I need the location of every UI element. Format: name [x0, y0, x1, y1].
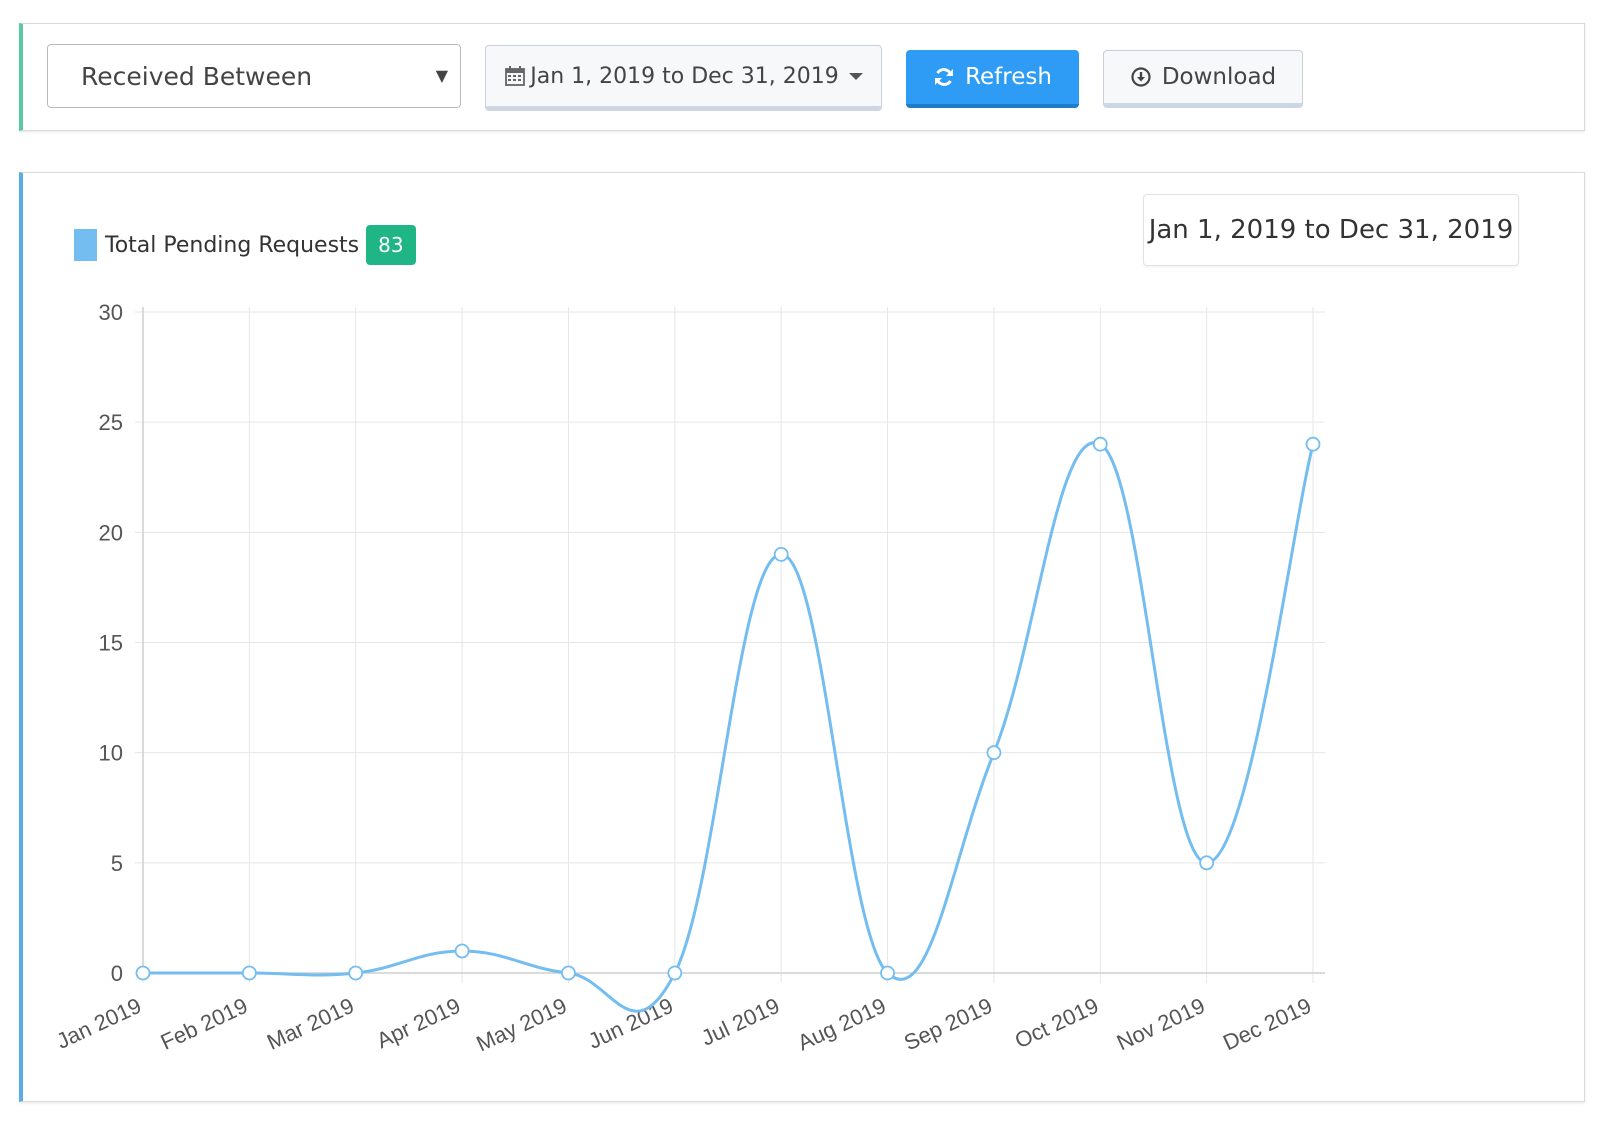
y-tick-label: 10 [99, 741, 123, 766]
data-point [1305, 436, 1321, 452]
select-value: Received Between [81, 61, 313, 91]
chart-panel: Total Pending Requests 83 Jan 1, 2019 to… [19, 172, 1585, 1102]
refresh-button[interactable]: Refresh [906, 50, 1079, 108]
x-tick-label: Sep 2019 [900, 993, 996, 1055]
line-chart: 0 5 10 15 20 25 30 Jan 2019 Feb 2019 Mar 2019 Apr … [52, 300, 1325, 1056]
date-range-picker-button[interactable]: Jan 1, 2019 to Dec 31, 2019 [485, 45, 882, 111]
data-point [1092, 436, 1108, 452]
download-label: Download [1161, 64, 1277, 90]
data-point [241, 965, 257, 981]
data-point [1199, 855, 1215, 871]
date-range-display: Jan 1, 2019 to Dec 31, 2019 [1143, 194, 1519, 266]
x-tick-label: Oct 2019 [1011, 993, 1102, 1053]
x-tick-label: Feb 2019 [157, 993, 252, 1055]
data-point [348, 965, 364, 981]
chart-legend[interactable]: Total Pending Requests 83 [74, 225, 416, 265]
data-point [986, 745, 1002, 761]
caret-down-icon [848, 72, 863, 80]
y-tick-label: 25 [99, 410, 123, 435]
data-point [561, 965, 576, 981]
data-point [135, 965, 151, 981]
y-tick-label: 30 [99, 300, 123, 325]
legend-swatch [74, 229, 97, 261]
data-point [667, 965, 683, 981]
filter-panel: Received Between ▼ Jan 1, 2019 to Dec 31… [19, 23, 1585, 131]
download-button[interactable]: Download [1103, 50, 1303, 108]
data-point [880, 965, 895, 981]
date-range-text: Jan 1, 2019 to Dec 31, 2019 [530, 63, 839, 89]
x-tick-label: Mar 2019 [263, 993, 358, 1055]
x-tick-label: May 2019 [472, 993, 570, 1056]
x-tick-label: Dec 2019 [1219, 993, 1315, 1055]
refresh-icon [935, 68, 954, 86]
date-field-select[interactable]: Received Between ▼ [47, 44, 461, 108]
series-line [143, 441, 1315, 1013]
y-tick-label: 20 [99, 520, 123, 545]
y-tick-label: 5 [111, 851, 123, 876]
x-tick-label: Jan 2019 [52, 993, 145, 1054]
calendar-icon [505, 66, 526, 86]
data-point [773, 546, 789, 562]
x-tick-label: Apr 2019 [373, 993, 464, 1053]
y-tick-label: 15 [99, 631, 123, 656]
x-tick-label: Aug 2019 [794, 993, 890, 1055]
legend-label: Total Pending Requests [105, 232, 360, 258]
download-icon [1131, 67, 1151, 87]
count-badge: 83 [366, 225, 416, 265]
y-tick-label: 0 [111, 961, 123, 986]
data-point [454, 943, 470, 959]
refresh-label: Refresh [965, 64, 1052, 90]
x-tick-label: Jun 2019 [584, 993, 677, 1054]
x-tick-label: Jul 2019 [697, 993, 783, 1051]
dropdown-arrow-icon: ▼ [435, 66, 448, 85]
x-tick-label: Nov 2019 [1113, 993, 1209, 1055]
